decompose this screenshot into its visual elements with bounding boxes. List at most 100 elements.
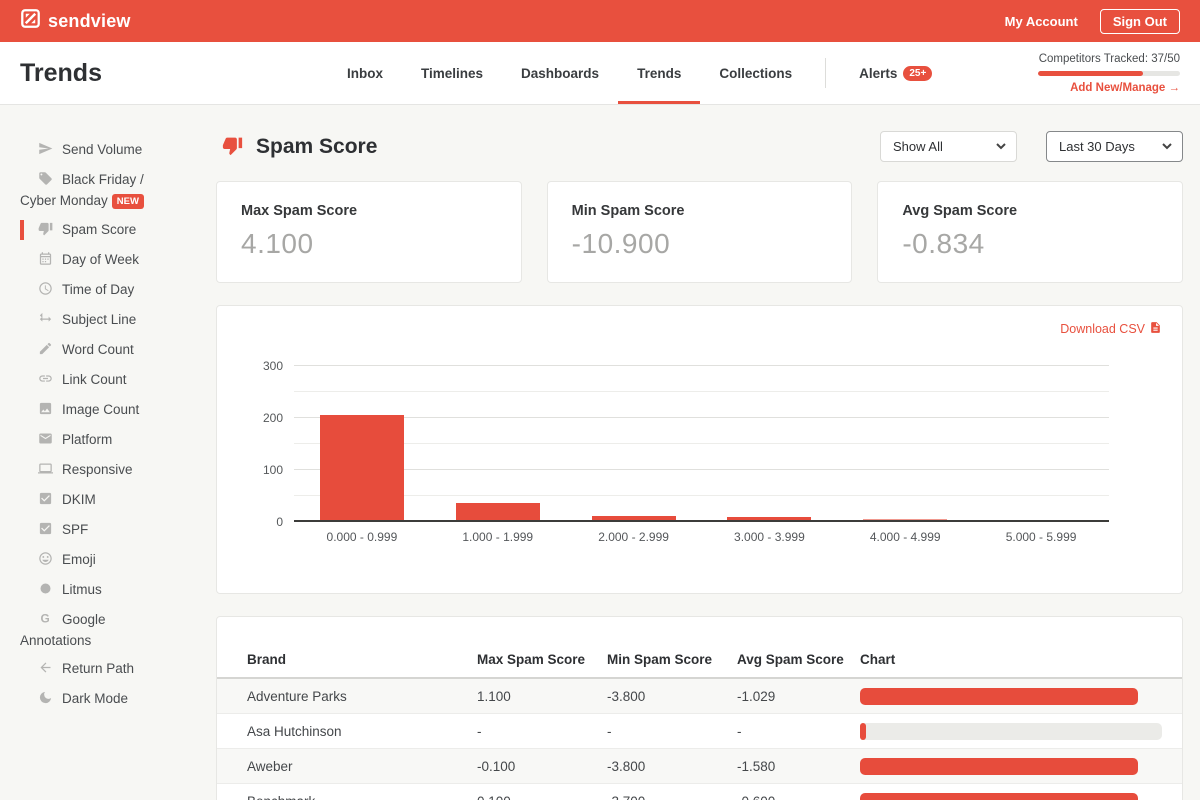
sidebar-item-dark-mode[interactable]: Dark Mode [20, 684, 170, 714]
add-new-manage-link[interactable]: Add New/Manage → [1070, 81, 1180, 94]
nav-item-label: Alerts [859, 65, 898, 81]
sidebar-item-spam-score[interactable]: Spam Score [20, 215, 170, 245]
sign-out-button[interactable]: Sign Out [1099, 8, 1180, 34]
moon-icon [38, 690, 53, 710]
my-account-link[interactable]: My Account [1004, 13, 1078, 29]
nav-item-dashboards[interactable]: Dashboards [502, 42, 618, 104]
competitor-filter-select[interactable]: Show All [880, 131, 1017, 162]
check-square-icon [38, 491, 53, 511]
chart-bar-4.000-4.999 [863, 518, 948, 520]
row-bar-fill [860, 687, 1138, 705]
arrows-horizontal-icon [38, 311, 53, 331]
table-row[interactable]: Adventure Parks 1.100 -3.800 -1.029 [217, 679, 1182, 714]
column-header-brand: Brand [247, 652, 287, 667]
score-cell: - [477, 723, 482, 739]
nav-item-collections[interactable]: Collections [700, 42, 811, 104]
nav-item-trends[interactable]: Trends [618, 42, 701, 104]
brand-logo[interactable]: sendview [20, 8, 131, 34]
nav-item-label: Collections [719, 65, 793, 81]
sidebar-item-subject-line[interactable]: Subject Line [20, 305, 170, 335]
chart-x-label: 3.000 - 3.999 [734, 530, 805, 544]
table-body: Adventure Parks 1.100 -3.800 -1.029 Asa Hutc… [217, 679, 1182, 800]
stat-value: 4.100 [241, 228, 314, 259]
check-square-icon [38, 521, 53, 541]
sidebar-item-time-of-day[interactable]: Time of Day [20, 275, 170, 305]
g-icon: G [38, 611, 53, 631]
sidebar-item-responsive[interactable]: Responsive [20, 455, 170, 485]
competitors-progress-bar [1038, 70, 1180, 76]
sidebar-item-emoji[interactable]: Emoji [20, 545, 170, 575]
brand-name: sendview [48, 10, 131, 31]
chart-x-labels: 0.000 - 0.999 1.000 - 1.999 2.000 - 2.999 3… [294, 530, 1109, 544]
sidebar-item-day-of-week[interactable]: Day of Week [20, 245, 170, 275]
chart-cell [860, 757, 1162, 775]
table-row[interactable]: Aweber -0.100 -3.800 -1.580 [217, 749, 1182, 784]
smiley-icon [38, 551, 53, 571]
column-header-min-spam-score: Min Spam Score [607, 652, 713, 667]
nav-item-alerts[interactable]: Alerts 25+ [840, 42, 951, 104]
chart-x-label: 2.000 - 2.999 [598, 530, 669, 544]
sidebar-item-spf[interactable]: SPF [20, 515, 170, 545]
nav-divider [825, 58, 827, 88]
stat-card-avg-spam-score: Avg Spam Score -0.834 [877, 181, 1184, 283]
download-csv-link[interactable]: Download CSV [1060, 321, 1162, 337]
row-bar-track [860, 792, 1162, 800]
stat-cards: Max Spam Score 4.100 Min Spam Score -10.900… [216, 181, 1184, 283]
score-cell: -3.800 [607, 688, 646, 704]
brand-name-cell: Aweber [247, 758, 293, 774]
score-cell: -1.029 [737, 688, 776, 704]
sidebar-item-word-count[interactable]: Word Count [20, 335, 170, 365]
chart-bar-2.000-2.999 [591, 515, 676, 520]
chart-y-tick: 200 [262, 411, 283, 426]
nav-item-label: Dashboards [521, 65, 600, 81]
nav-item-inbox[interactable]: Inbox [328, 42, 402, 104]
score-cell: -3.800 [607, 758, 646, 774]
sidebar-item-label: Return Path [62, 660, 135, 676]
circle-icon [38, 581, 53, 601]
stat-value: -0.834 [902, 228, 985, 259]
chart-gridline [294, 365, 1109, 367]
download-csv-label: Download CSV [1060, 322, 1145, 336]
sidebar-item-image-count[interactable]: Image Count [20, 395, 170, 425]
column-header-chart: Chart [860, 652, 896, 667]
brand-name-cell: Adventure Parks [247, 688, 347, 704]
new-badge: NEW [111, 193, 144, 209]
sidebar-item-label: Responsive [62, 461, 133, 477]
competitors-progress-fill [1038, 70, 1144, 76]
date-range-select[interactable]: Last 30 Days [1046, 131, 1183, 162]
sidebar-item-dkim[interactable]: DKIM [20, 485, 170, 515]
sidebar-item-link-count[interactable]: Link Count [20, 365, 170, 395]
chart-gridline [294, 417, 1109, 419]
thumbs-down-icon [38, 221, 53, 241]
table-header-row: Brand Max Spam Score Min Spam Score Avg Spa… [217, 617, 1182, 679]
sidebar-item-return-path[interactable]: Return Path [20, 654, 170, 684]
nav-item-label: Inbox [347, 65, 383, 81]
sidebar-item-label: DKIM [62, 491, 96, 507]
sidebar-item-litmus[interactable]: Litmus [20, 575, 170, 605]
link-icon [38, 371, 53, 391]
page-header: Trends Inbox Timelines Dashboards Trends Col… [0, 42, 1200, 105]
competitor-filter-value: Show All [893, 139, 943, 154]
chart-gridline [294, 443, 1109, 445]
sidebar-item-send-volume[interactable]: Send Volume [20, 135, 170, 165]
sendview-logo-icon [20, 8, 41, 34]
sidebar-item-black-friday-cyber-monday[interactable]: Black Friday / Cyber Monday NEW [20, 165, 170, 215]
score-cell: - [607, 723, 612, 739]
table-row[interactable]: Asa Hutchinson - - - [217, 714, 1182, 749]
sidebar-item-google-annotations[interactable]: G Google Annotations [20, 605, 170, 654]
chart-y-tick: 300 [262, 359, 283, 374]
chart-x-label: 0.000 - 0.999 [326, 530, 398, 544]
chart-bar-3.000-3.999 [727, 516, 812, 520]
sidebar-item-platform[interactable]: Platform [20, 425, 170, 455]
chart-gridline [294, 391, 1109, 393]
stat-label: Avg Spam Score [902, 203, 1018, 219]
column-header-avg-spam-score: Avg Spam Score [737, 652, 844, 667]
nav-item-label: Timelines [421, 65, 484, 81]
laptop-icon [38, 461, 53, 481]
brands-table: Brand Max Spam Score Min Spam Score Avg Spa… [216, 616, 1183, 800]
calendar-icon [38, 251, 53, 271]
nav-item-timelines[interactable]: Timelines [402, 42, 502, 104]
table-row[interactable]: Benchmark0.100-3.700-0.600 [217, 784, 1182, 800]
sidebar-item-label: Emoji [62, 551, 96, 567]
stat-card-max-spam-score: Max Spam Score 4.100 [216, 181, 522, 283]
